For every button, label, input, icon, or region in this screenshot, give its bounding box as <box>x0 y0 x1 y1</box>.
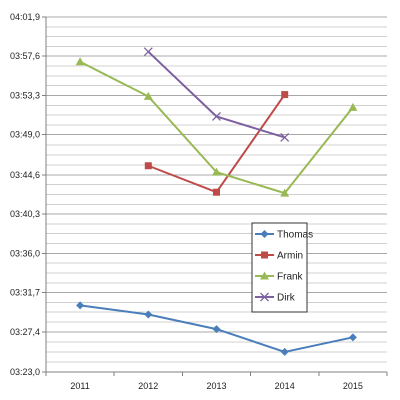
y-tick-label: 03:49,0 <box>10 130 40 140</box>
data-point <box>212 112 221 121</box>
data-point <box>212 167 221 176</box>
y-tick-label: 03:53,3 <box>10 90 40 100</box>
data-point <box>280 133 290 142</box>
data-point <box>348 102 358 111</box>
x-tick-labels: 2011 2012 2013 2014 2015 <box>45 372 388 391</box>
legend-item: Frank <box>255 271 304 283</box>
legend: Thomas Armin Frank Dirk <box>251 222 313 313</box>
data-point <box>280 347 289 356</box>
y-tick-label: 03:36,0 <box>10 248 40 258</box>
legend-label: Thomas <box>277 230 313 241</box>
data-point <box>143 47 153 57</box>
legend-marker <box>261 251 268 259</box>
legend-label: Frank <box>277 272 304 283</box>
x-tick-label: 2014 <box>275 381 295 391</box>
gridlines <box>46 16 387 373</box>
y-tick-label: 03:40,3 <box>10 209 40 219</box>
x-tick-label: 2012 <box>138 381 158 391</box>
y-tick-label: 03:57,6 <box>10 51 40 61</box>
data-point <box>212 325 221 334</box>
data-point <box>144 310 153 319</box>
legend-marker <box>260 230 269 238</box>
legend-label: Armin <box>277 251 303 262</box>
y-tick-label: 03:23,0 <box>10 367 40 377</box>
y-tick-label: 03:44,6 <box>10 170 40 180</box>
legend-item: Thomas <box>255 230 313 241</box>
y-tick-label: 03:31,7 <box>10 288 40 298</box>
data-point <box>75 57 85 66</box>
data-point <box>281 91 289 99</box>
legend-marker <box>260 292 269 302</box>
data-point <box>348 333 357 342</box>
series <box>75 47 358 356</box>
series-thomas <box>76 301 357 356</box>
series-armin <box>144 91 289 196</box>
data-point <box>143 91 153 100</box>
legend-item: Armin <box>255 251 303 262</box>
x-tick-label: 2011 <box>70 381 89 391</box>
data-point <box>280 188 290 197</box>
legend-label: Dirk <box>277 293 296 304</box>
data-point <box>213 188 220 196</box>
x-tick-label: 2013 <box>206 381 226 391</box>
y-tick-label: 03:27,4 <box>10 327 40 337</box>
axes <box>45 17 387 373</box>
legend-item: Dirk <box>255 293 296 304</box>
series-line <box>147 93 286 194</box>
series-dirk <box>143 47 290 142</box>
legend-marker <box>260 271 269 280</box>
data-point <box>76 301 85 310</box>
data-point <box>144 162 152 170</box>
y-tick-label: 04:01,9 <box>10 12 40 22</box>
series-frank <box>75 57 358 197</box>
y-tick-labels: 03:23,0 03:27,4 03:31,7 03:36,0 03:40,3 03:44… <box>10 12 46 377</box>
x-tick-label: 2015 <box>343 381 363 391</box>
